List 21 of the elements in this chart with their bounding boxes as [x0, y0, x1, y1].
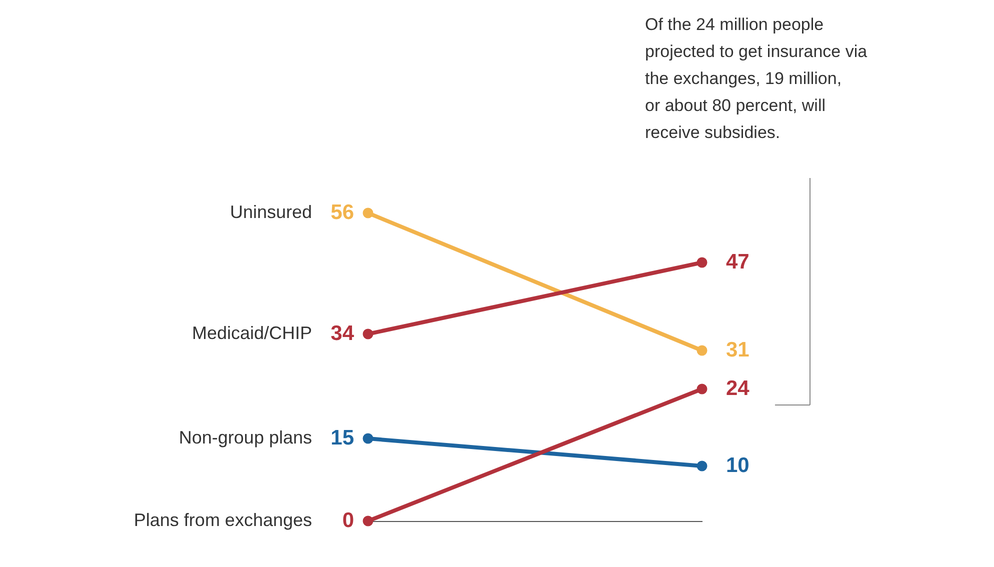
point: [362, 433, 374, 444]
point: [362, 328, 374, 340]
point: [362, 516, 374, 526]
data-label: 15: [330, 426, 354, 450]
data-label: 34: [330, 322, 354, 345]
text: Plans from exchanges: [134, 510, 312, 530]
data-label: 47: [726, 250, 750, 274]
point: [696, 384, 708, 394]
data-label: 56: [330, 201, 354, 224]
point: [696, 460, 708, 472]
data-label: 10: [726, 454, 750, 477]
text: Of the 24 million people projected to get insurance via the exchanges, 19 million, or about 80 percent, will receive subsidies.: [645, 15, 868, 142]
data-label: 31: [726, 338, 750, 362]
text: Medicaid/CHIP: [192, 323, 312, 343]
text: Uninsured: [230, 202, 312, 222]
point: [696, 345, 708, 356]
text: Non-group plans: [178, 428, 312, 448]
point: [362, 208, 374, 218]
point: [696, 257, 708, 268]
data-label: 24: [726, 377, 750, 400]
data-label: 0: [342, 509, 354, 532]
